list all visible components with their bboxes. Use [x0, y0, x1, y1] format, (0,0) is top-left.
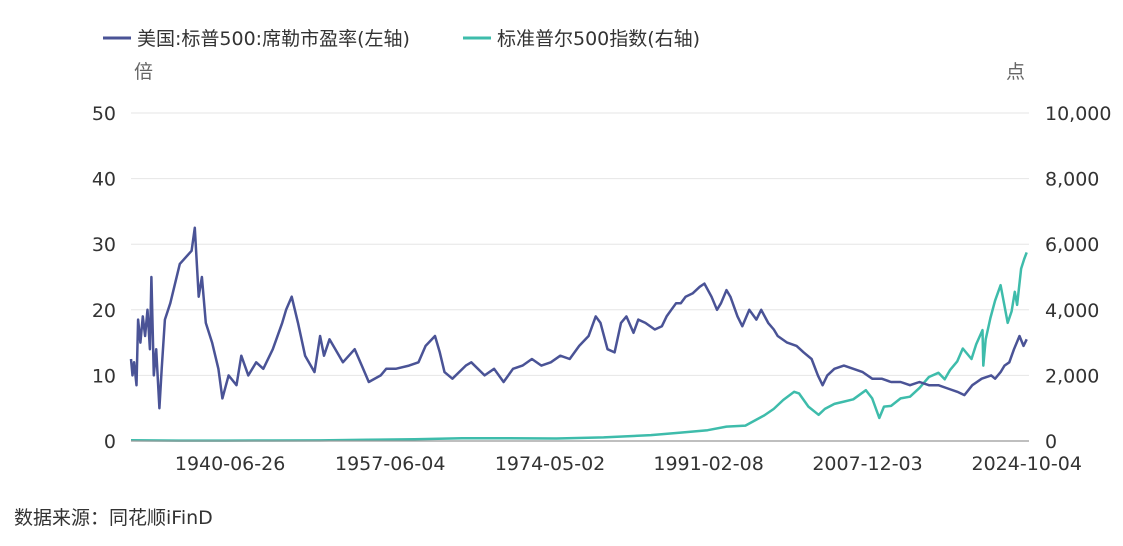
right-tick-label: 0	[1045, 431, 1057, 453]
x-tick-label: 2024-10-04	[971, 453, 1081, 475]
x-axis-ticks: 1940-06-26 1957-06-04 1974-05-02 1991-02-08…	[175, 453, 1082, 475]
x-tick-label: 1991-02-08	[653, 453, 763, 475]
right-axis-unit: 点	[1006, 61, 1025, 83]
x-tick-label: 1940-06-26	[175, 453, 285, 475]
right-tick-label: 8,000	[1045, 169, 1099, 191]
x-tick-label: 2007-12-03	[812, 453, 922, 475]
left-tick-label: 30	[92, 234, 116, 256]
right-tick-label: 2,000	[1045, 365, 1099, 387]
gridlines	[131, 112, 1029, 376]
right-axis-ticks: 0 2,000 4,000 6,000 8,000 10,000	[1045, 103, 1111, 453]
legend: 美国:标普500:席勒市盈率(左轴) 标准普尔500指数(右轴)	[103, 28, 700, 50]
series-line-spx	[130, 251, 1028, 442]
series-line-cape	[129, 226, 1028, 410]
legend-label-cape: 美国:标普500:席勒市盈率(左轴)	[137, 28, 410, 50]
left-tick-label: 20	[92, 300, 116, 322]
x-tick-label: 1974-05-02	[495, 453, 605, 475]
left-tick-label: 50	[92, 103, 116, 125]
data-source: 数据来源：同花顺iFinD	[14, 507, 213, 529]
left-axis-unit: 倍	[134, 61, 153, 83]
right-tick-label: 4,000	[1045, 300, 1099, 322]
left-tick-label: 40	[92, 169, 116, 191]
x-tick-label: 1957-06-04	[335, 453, 445, 475]
legend-label-spx: 标准普尔500指数(右轴)	[497, 28, 700, 50]
left-tick-label: 0	[104, 431, 116, 453]
right-tick-label: 6,000	[1045, 234, 1099, 256]
right-tick-label: 10,000	[1045, 103, 1111, 125]
left-tick-label: 10	[92, 365, 116, 387]
left-axis-ticks: 0 10 20 30 40 50	[92, 103, 116, 453]
